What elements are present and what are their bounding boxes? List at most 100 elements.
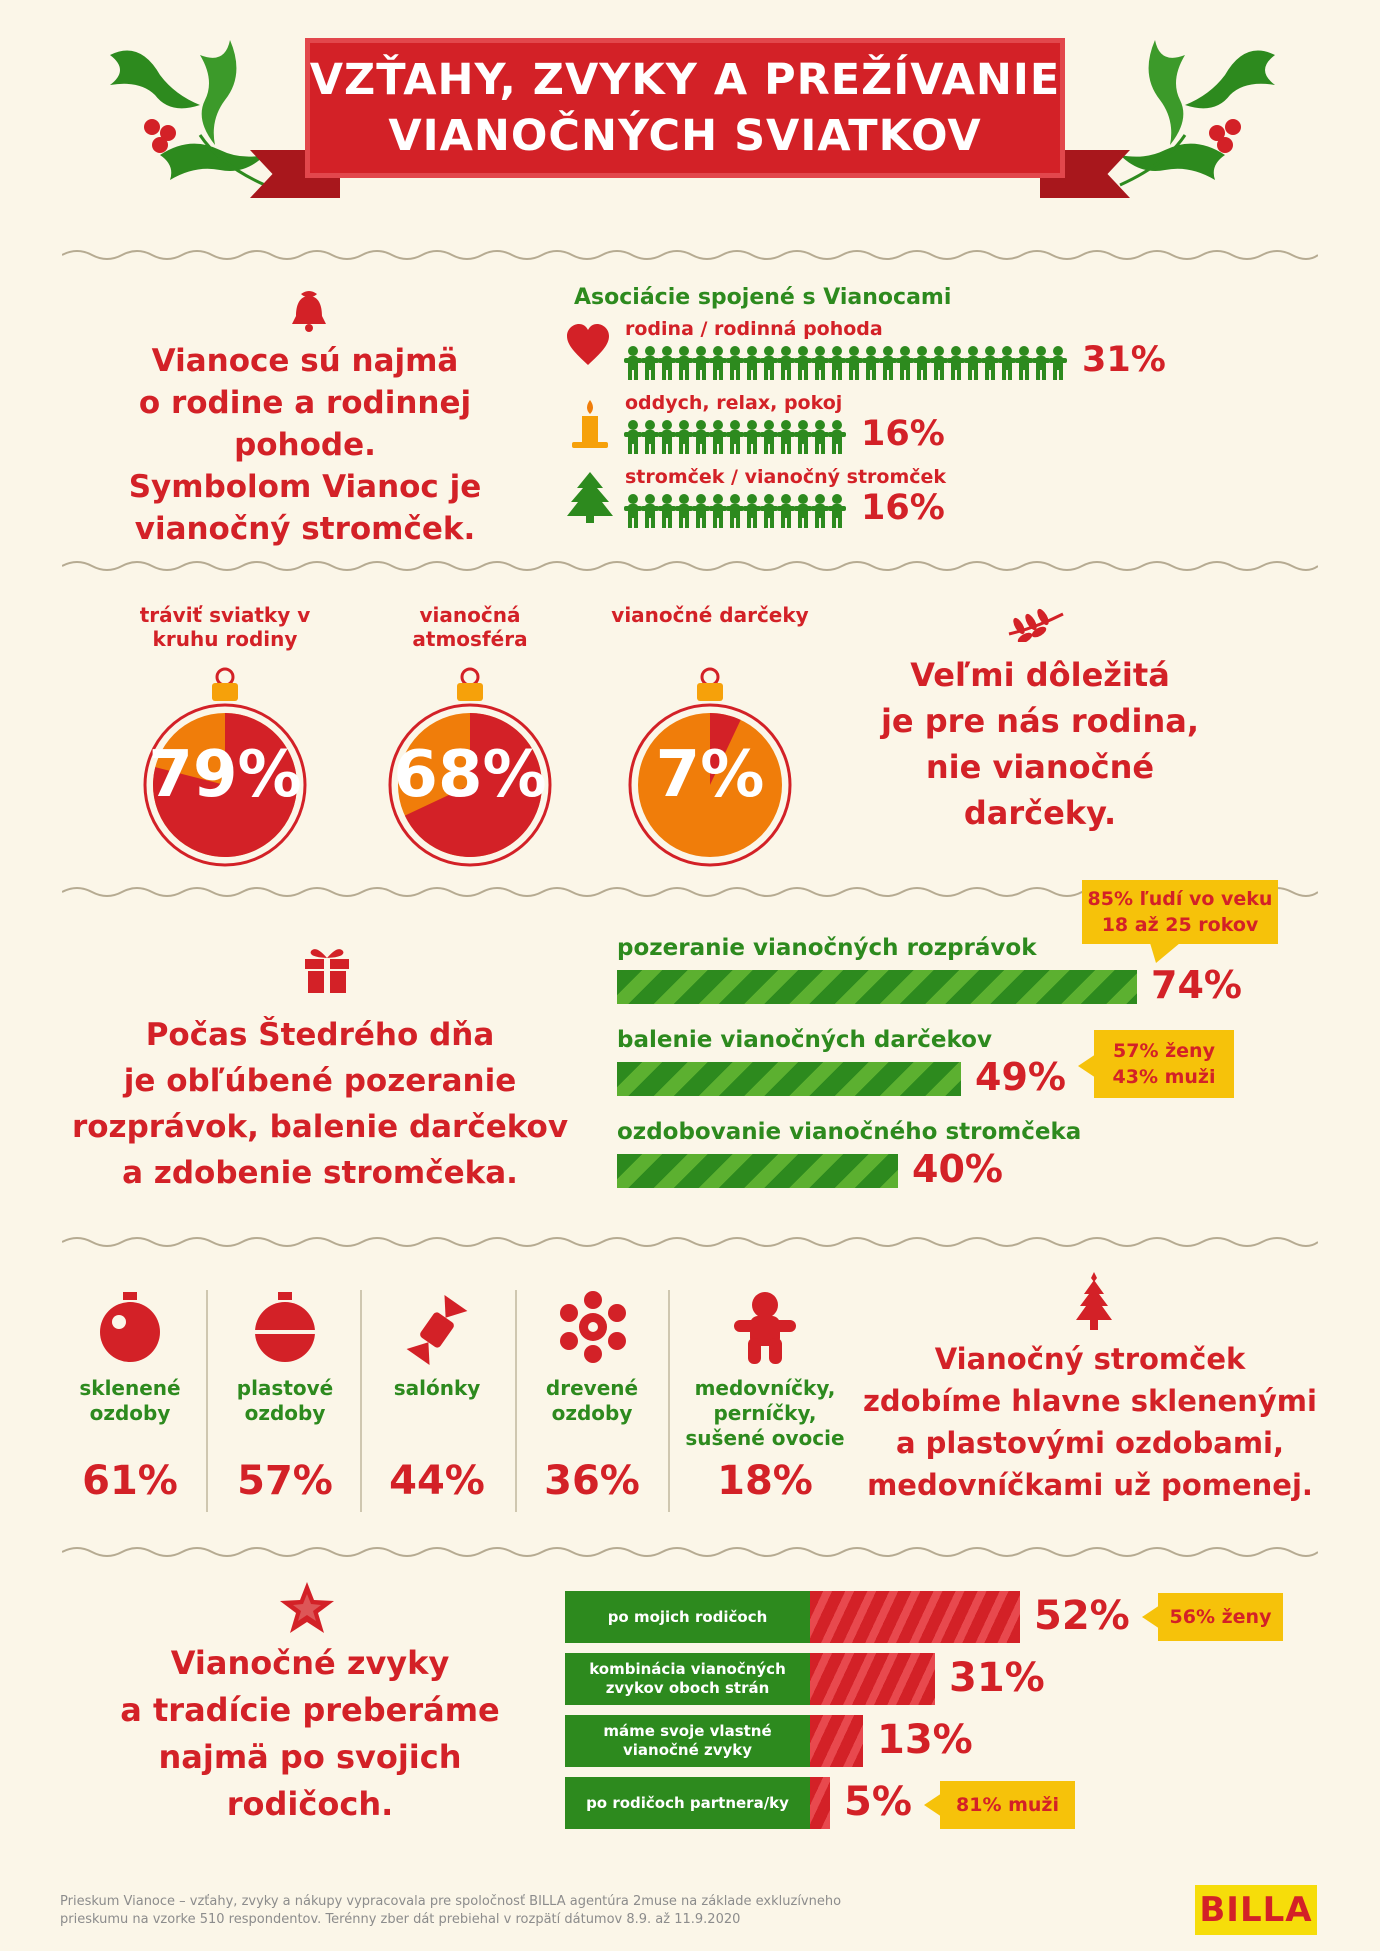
decoration-separator [206, 1290, 208, 1512]
person-mark [726, 420, 744, 454]
callout-age-line-2: 18 až 25 rokov [1101, 914, 1259, 936]
activity-label-3: ozdobovanie vianočného stromčeka [617, 1119, 1082, 1145]
person-mark [777, 346, 795, 380]
candle-icon [572, 400, 608, 448]
customs-label-2: kombinácia vianočných zvykov oboch strán [565, 1653, 810, 1705]
section4-line-2: zdobíme hlavne sklenenými [863, 1384, 1317, 1418]
section5-text: Vianočné zvyky a tradície preberáme najm… [80, 1640, 540, 1828]
person-mark [1049, 346, 1067, 380]
small-tree-icon [1076, 1272, 1112, 1330]
callout-gender-line-2: 43% muži [1112, 1066, 1216, 1088]
snowflake-icon [560, 1291, 626, 1363]
person-mark [998, 346, 1016, 380]
activity-bar-3 [617, 1154, 898, 1188]
ornament-cap-ring [215, 667, 235, 687]
person-mark [658, 494, 676, 528]
decoration-col-1: sklenené ozdoby 61% [55, 1290, 205, 1512]
plastic-bauble-icon [255, 1292, 315, 1362]
billa-logo: BILLA [1195, 1885, 1317, 1935]
title-line-2: VIANOČNÝCH SVIATKOV [388, 111, 982, 161]
person-mark [828, 494, 846, 528]
person-mark [743, 420, 761, 454]
section2-line-2: je pre nás rodina, [880, 702, 1200, 740]
person-mark [794, 346, 812, 380]
decoration-pct-4: 36% [544, 1458, 640, 1504]
decoration-pct-1: 61% [82, 1458, 178, 1504]
person-mark [828, 420, 846, 454]
section1-line-2: o rodine a rodinnej pohode. [138, 385, 472, 463]
person-mark [811, 420, 829, 454]
decoration-pct-5: 18% [717, 1458, 813, 1504]
person-mark [760, 420, 778, 454]
person-mark [726, 346, 744, 380]
ornament-cap [212, 683, 238, 701]
section3-line-4: a zdobenie stromčeka. [122, 1155, 518, 1191]
person-mark [794, 494, 812, 528]
callout-age-pointer [1150, 943, 1180, 963]
ornament-pie-3 [628, 667, 792, 867]
title-banner: VZŤAHY, ZVYKY A PREŽÍVANIE VIANOČNÝCH SV… [305, 38, 1065, 178]
person-mark [879, 346, 897, 380]
ornament-cap-ring [700, 667, 720, 687]
section4-line-1: Vianočný stromček [934, 1342, 1246, 1376]
person-mark [624, 494, 642, 528]
activity-pct-3: 40% [912, 1147, 1003, 1191]
decoration-col-2: plastové ozdoby 57% [210, 1290, 360, 1512]
section2-text: Veľmi dôležitá je pre nás rodina, nie vi… [855, 652, 1225, 836]
section3-text: Počas Štedrého dňa je obľúbené pozeranie… [70, 1012, 570, 1196]
divider-2 [62, 561, 1318, 571]
section1-text: Vianoce sú najmä o rodine a rodinnej poh… [70, 340, 540, 550]
star-icon [280, 1582, 334, 1633]
person-mark [709, 420, 727, 454]
person-mark [964, 346, 982, 380]
ornament-cap [697, 683, 723, 701]
customs-label-1: po mojich rodičoch [565, 1591, 810, 1643]
ornament-label-1: tráviť sviatky v kruhu rodiny [139, 603, 311, 651]
footer-line-2: prieskumu na vzorke 510 respondentov. Te… [60, 1912, 741, 1927]
person-mark [828, 346, 846, 380]
customs-label-3: máme svoje vlastné vianočné zvyky [565, 1715, 810, 1767]
activity-pct-1: 74% [1151, 963, 1242, 1007]
footer-note: Prieskum Vianoce – vzťahy, zvyky a nákup… [60, 1893, 960, 1929]
ornament-pct-1: 79% [148, 738, 302, 812]
decoration-pct-3: 44% [389, 1458, 485, 1504]
decoration-col-5: medovníčky, perníčky, sušené ovocie 18% [680, 1290, 850, 1512]
gift-icon [305, 949, 349, 993]
customs-bar-2 [810, 1653, 935, 1705]
tree-icon [567, 472, 613, 523]
section5-line-4: rodičoch. [226, 1785, 394, 1823]
person-mark [641, 346, 659, 380]
glass-bauble-icon [100, 1292, 160, 1362]
ornament-label-2: vianočná atmosféra [412, 603, 528, 651]
customs-bar-3 [810, 1715, 863, 1767]
assoc-bar-2 [624, 420, 846, 454]
section4-text: Vianočný stromček zdobíme hlavne sklenen… [860, 1338, 1320, 1506]
branch-icon [1008, 608, 1064, 642]
person-mark [658, 346, 676, 380]
candy-icon [406, 1294, 468, 1366]
person-mark [896, 346, 914, 380]
decoration-col-4: drevené ozdoby 36% [517, 1290, 667, 1512]
section3-line-2: je obľúbené pozeranie [123, 1063, 517, 1099]
decoration-pct-2: 57% [237, 1458, 333, 1504]
person-mark [675, 494, 693, 528]
pie-slice [710, 713, 741, 785]
assoc-pct-3: 16% [861, 488, 945, 528]
activity-pct-2: 49% [975, 1055, 1066, 1099]
callout-age: 85% ľudí vo veku 18 až 25 rokov [1082, 880, 1278, 944]
callout-gender-line-1: 57% ženy [1113, 1040, 1215, 1062]
decoration-name-4: drevené ozdoby [545, 1376, 639, 1425]
person-mark [641, 494, 659, 528]
person-mark [760, 494, 778, 528]
callout-gender-pointer [1078, 1054, 1096, 1078]
person-mark [692, 494, 710, 528]
person-mark [760, 346, 778, 380]
gingerbread-icon [734, 1292, 796, 1364]
assoc-pct-2: 16% [861, 414, 945, 454]
customs-pct-4: 5% [844, 1779, 912, 1825]
person-mark [862, 346, 880, 380]
customs-pct-2: 31% [949, 1655, 1045, 1701]
holly-icon-left [110, 40, 266, 187]
divider-4 [62, 1237, 1318, 1247]
person-mark [641, 420, 659, 454]
